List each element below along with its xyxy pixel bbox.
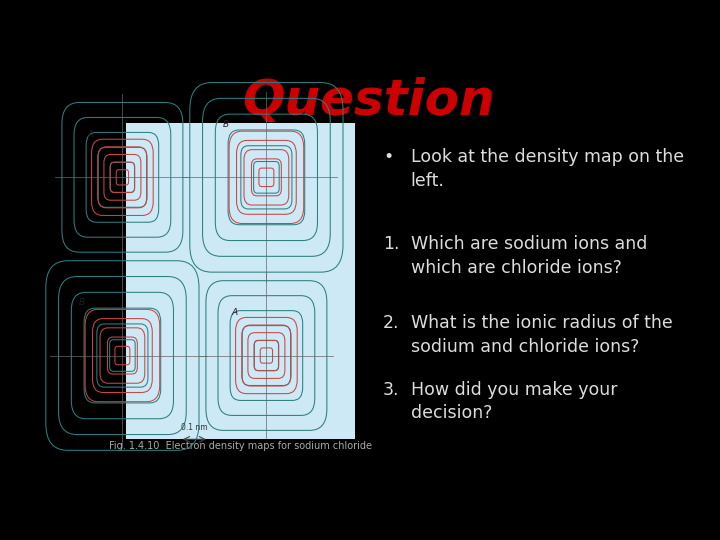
Text: 2.: 2. [383,314,400,332]
Text: Question: Question [243,77,495,125]
FancyBboxPatch shape [126,123,355,439]
Text: What is the ionic radius of the
sodium and chloride ions?: What is the ionic radius of the sodium a… [411,314,672,356]
Text: How did you make your
decision?: How did you make your decision? [411,381,617,422]
Text: B: B [222,119,229,129]
Text: Which are sodium ions and
which are chloride ions?: Which are sodium ions and which are chlo… [411,235,647,277]
Text: •: • [383,148,393,166]
Text: 1.: 1. [383,235,400,253]
Text: Fig. 1.4.10  Electron density maps for sodium chloride: Fig. 1.4.10 Electron density maps for so… [109,441,372,451]
Text: 0.1 nm: 0.1 nm [181,423,207,432]
Text: B: B [78,298,85,307]
Text: A: A [232,308,238,318]
Text: A: A [88,130,94,139]
Text: Look at the density map on the
left.: Look at the density map on the left. [411,148,684,190]
Text: 3.: 3. [383,381,400,399]
